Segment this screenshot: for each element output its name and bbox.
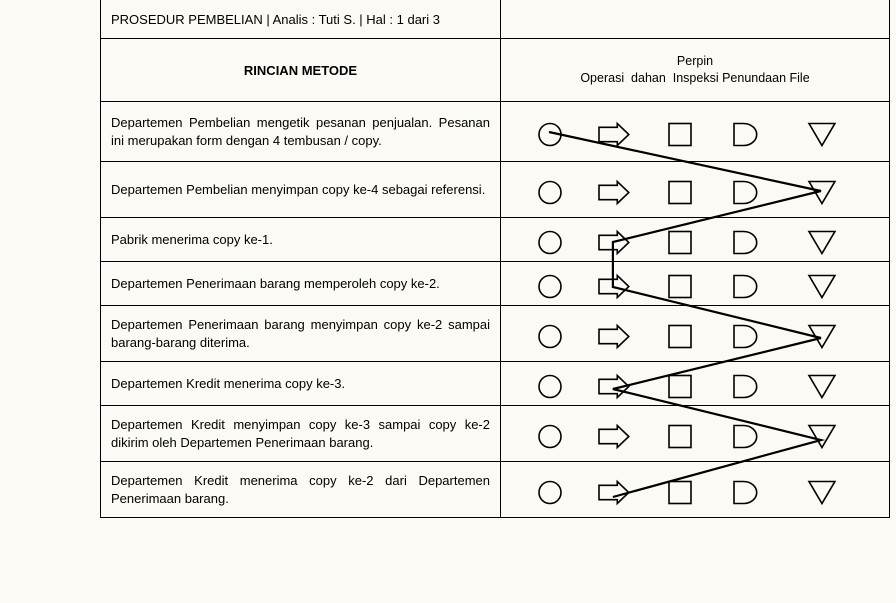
penundaan-symbol xyxy=(732,274,758,303)
operasi-symbol xyxy=(537,122,563,151)
process-row: Departemen Pembelian menyimpan copy ke-4… xyxy=(101,162,889,218)
file-symbol xyxy=(807,324,837,353)
process-row: Departemen Kredit menyimpan copy ke-3 sa… xyxy=(101,406,889,462)
process-symbols-cell xyxy=(501,102,889,161)
inspeksi-symbol xyxy=(667,324,693,353)
title-text: PROSEDUR PEMBELIAN | Analis : Tuti S. | … xyxy=(111,12,440,27)
operasi-symbol xyxy=(537,180,563,209)
process-symbols-cell xyxy=(501,462,889,517)
perpindahan-symbol xyxy=(597,122,631,151)
process-description-cell: Departemen Penerimaan barang memperoleh … xyxy=(101,262,501,305)
penundaan-symbol xyxy=(732,180,758,209)
process-description-cell: Departemen Kredit menerima copy ke-2 dar… xyxy=(101,462,501,517)
process-description-cell: Departemen Pembelian menyimpan copy ke-4… xyxy=(101,162,501,217)
penundaan-symbol xyxy=(732,230,758,259)
process-row: Pabrik menerima copy ke-1. xyxy=(101,218,889,262)
operasi-symbol xyxy=(537,480,563,509)
perpindahan-symbol xyxy=(597,274,631,303)
process-symbols-cell xyxy=(501,162,889,217)
process-description-cell: Departemen Pembelian mengetik pesanan pe… xyxy=(101,102,501,161)
penundaan-symbol xyxy=(732,122,758,151)
file-symbol xyxy=(807,230,837,259)
operasi-symbol xyxy=(537,274,563,303)
process-description: Departemen Kredit menerima copy ke-2 dar… xyxy=(111,472,490,507)
columns-header-cell: Perpin Operasi dahan Inspeksi Penundaan … xyxy=(501,39,889,101)
process-description: Pabrik menerima copy ke-1. xyxy=(111,231,273,249)
process-chart-table: PROSEDUR PEMBELIAN | Analis : Tuti S. | … xyxy=(100,0,890,518)
process-description: Departemen Penerimaan barang memperoleh … xyxy=(111,275,440,293)
file-symbol xyxy=(807,122,837,151)
inspeksi-symbol xyxy=(667,122,693,151)
process-description-cell: Departemen Kredit menerima copy ke-3. xyxy=(101,362,501,405)
file-symbol xyxy=(807,424,837,453)
title-row: PROSEDUR PEMBELIAN | Analis : Tuti S. | … xyxy=(101,0,889,39)
process-symbols-cell xyxy=(501,306,889,361)
inspeksi-symbol xyxy=(667,180,693,209)
process-symbols-cell xyxy=(501,218,889,261)
col-labels-line2: Operasi dahan Inspeksi Penundaan File xyxy=(505,70,885,87)
inspeksi-symbol xyxy=(667,230,693,259)
penundaan-symbol xyxy=(732,424,758,453)
title-cell: PROSEDUR PEMBELIAN | Analis : Tuti S. | … xyxy=(101,0,501,38)
process-description-cell: Departemen Penerimaan barang menyimpan c… xyxy=(101,306,501,361)
inspeksi-symbol xyxy=(667,374,693,403)
method-header-cell: RINCIAN METODE xyxy=(101,39,501,101)
perpindahan-symbol xyxy=(597,374,631,403)
process-row: Departemen Penerimaan barang menyimpan c… xyxy=(101,306,889,362)
operasi-symbol xyxy=(537,324,563,353)
perpindahan-symbol xyxy=(597,324,631,353)
process-symbols-cell xyxy=(501,406,889,461)
process-row: Departemen Kredit menerima copy ke-3. xyxy=(101,362,889,406)
process-description: Departemen Pembelian mengetik pesanan pe… xyxy=(111,114,490,149)
perpindahan-symbol xyxy=(597,424,631,453)
method-header-text: RINCIAN METODE xyxy=(244,63,357,78)
penundaan-symbol xyxy=(732,324,758,353)
process-description: Departemen Kredit menyimpan copy ke-3 sa… xyxy=(111,416,490,451)
process-description: Departemen Kredit menerima copy ke-3. xyxy=(111,375,345,393)
file-symbol xyxy=(807,374,837,403)
inspeksi-symbol xyxy=(667,274,693,303)
perpindahan-symbol xyxy=(597,480,631,509)
process-description-cell: Pabrik menerima copy ke-1. xyxy=(101,218,501,261)
penundaan-symbol xyxy=(732,374,758,403)
inspeksi-symbol xyxy=(667,424,693,453)
perpindahan-symbol xyxy=(597,230,631,259)
process-description-cell: Departemen Kredit menyimpan copy ke-3 sa… xyxy=(101,406,501,461)
file-symbol xyxy=(807,180,837,209)
operasi-symbol xyxy=(537,230,563,259)
process-description: Departemen Pembelian menyimpan copy ke-4… xyxy=(111,181,485,199)
process-row: Departemen Penerimaan barang memperoleh … xyxy=(101,262,889,306)
col-labels-line1: Perpin xyxy=(505,53,885,70)
file-symbol xyxy=(807,480,837,509)
page: PROSEDUR PEMBELIAN | Analis : Tuti S. | … xyxy=(0,0,896,603)
penundaan-symbol xyxy=(732,480,758,509)
inspeksi-symbol xyxy=(667,480,693,509)
header-row: RINCIAN METODE Perpin Operasi dahan Insp… xyxy=(101,39,889,102)
process-row: Departemen Pembelian mengetik pesanan pe… xyxy=(101,102,889,162)
rows-container: Departemen Pembelian mengetik pesanan pe… xyxy=(101,102,889,518)
process-description: Departemen Penerimaan barang menyimpan c… xyxy=(111,316,490,351)
title-right-cell xyxy=(501,0,889,38)
file-symbol xyxy=(807,274,837,303)
process-symbols-cell xyxy=(501,362,889,405)
process-row: Departemen Kredit menerima copy ke-2 dar… xyxy=(101,462,889,518)
process-symbols-cell xyxy=(501,262,889,305)
operasi-symbol xyxy=(537,374,563,403)
perpindahan-symbol xyxy=(597,180,631,209)
operasi-symbol xyxy=(537,424,563,453)
